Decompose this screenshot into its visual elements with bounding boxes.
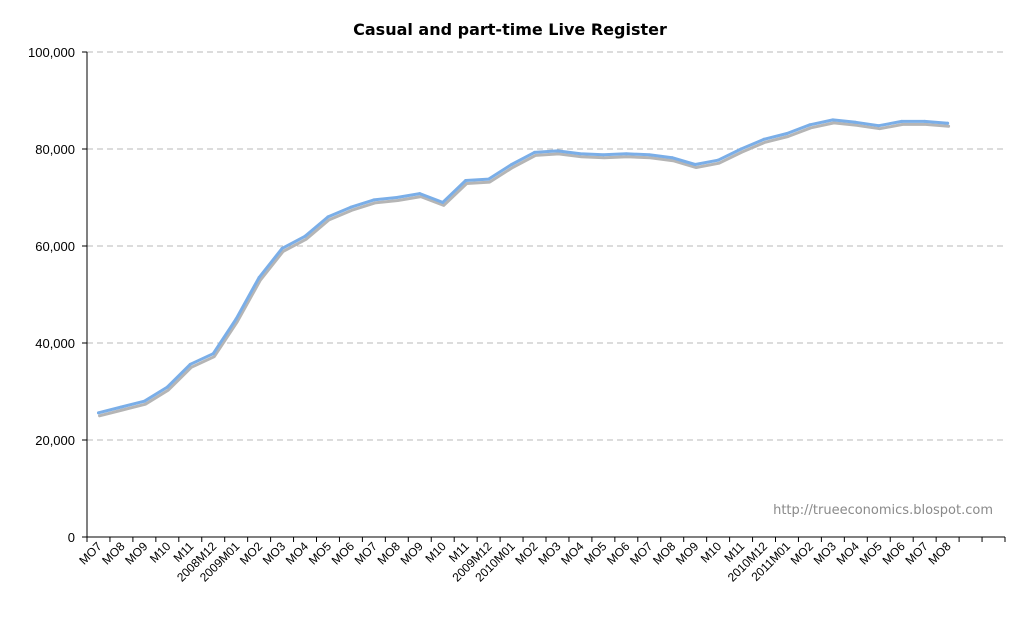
axes — [82, 51, 1006, 542]
watermark-text: http://trueeconomics.blospot.com — [773, 503, 993, 518]
x-tick-label: MO6 — [604, 539, 633, 568]
data-point — [211, 352, 215, 356]
x-tick-label: MO4 — [283, 539, 312, 568]
y-tick-label: 100,000 — [28, 45, 75, 60]
x-tick-label: MO3 — [260, 539, 289, 568]
data-point — [280, 246, 284, 250]
data-point — [762, 137, 766, 141]
data-point — [119, 405, 123, 409]
data-point — [716, 158, 720, 162]
x-tick-label: MO5 — [857, 539, 886, 568]
x-tick-label: MO7 — [352, 539, 381, 568]
x-tick-label: MO4 — [558, 539, 587, 568]
x-tick-label: MO9 — [398, 539, 427, 568]
x-tick-label: MO3 — [535, 539, 564, 568]
y-tick-label: 80,000 — [35, 142, 75, 157]
data-point — [188, 362, 192, 366]
data-point — [303, 234, 307, 238]
series-layer — [96, 118, 951, 418]
x-tick-label: MO3 — [811, 539, 840, 568]
x-tick-label: M10 — [422, 539, 449, 566]
data-point — [142, 399, 146, 403]
x-tick-label: M10 — [147, 539, 174, 566]
data-point — [900, 119, 904, 123]
x-tick-label: MO4 — [834, 539, 863, 568]
data-point — [165, 385, 169, 389]
data-point — [395, 196, 399, 199]
data-point — [877, 124, 881, 128]
data-point — [257, 276, 261, 280]
data-point — [349, 205, 353, 209]
x-tick-label: MO2 — [237, 539, 266, 568]
data-point — [785, 131, 789, 135]
data-point — [808, 123, 812, 127]
x-tick-label: M10 — [698, 539, 725, 566]
x-tick-label: MO8 — [925, 539, 954, 568]
data-point — [670, 156, 674, 160]
data-point — [647, 153, 651, 157]
x-tick-label: MO8 — [650, 539, 679, 568]
data-point — [464, 179, 468, 183]
x-tick-label: MO9 — [673, 539, 702, 568]
data-point — [555, 149, 559, 153]
data-point — [854, 120, 858, 124]
data-point — [946, 121, 950, 125]
chart-title: Casual and part-time Live Register — [353, 20, 667, 39]
data-point — [693, 163, 697, 167]
data-point — [624, 152, 628, 156]
x-tick-label: MO5 — [306, 539, 335, 568]
x-tick-label: MO9 — [122, 539, 151, 568]
series-line-shadow — [98, 121, 951, 418]
x-tick-label: MO5 — [581, 539, 610, 568]
data-point — [533, 150, 537, 154]
x-tick-labels: MO7MO8MO9M10M112008M122009M01MO2MO3MO4MO… — [76, 539, 954, 585]
data-point — [96, 411, 100, 415]
data-point — [578, 152, 582, 156]
y-tick-labels: 0 20,000 40,000 60,000 80,000 100,000 — [28, 45, 75, 545]
x-tick-label: MO6 — [880, 539, 909, 568]
y-tick-label: 20,000 — [35, 433, 75, 448]
x-tick-label: MO7 — [903, 539, 932, 568]
x-tick-label: MO8 — [375, 539, 404, 568]
x-tick-label: MO6 — [329, 539, 358, 568]
data-point — [923, 119, 927, 123]
x-tick-label: MO2 — [788, 539, 817, 568]
data-point — [510, 163, 514, 167]
gridlines — [87, 51, 1005, 441]
data-point — [831, 118, 835, 122]
data-point — [739, 147, 743, 151]
data-point — [601, 153, 605, 157]
data-point — [487, 177, 491, 181]
y-tick-label: 60,000 — [35, 239, 75, 254]
y-tick-label: 40,000 — [35, 336, 75, 351]
x-tick-label: MO8 — [99, 539, 128, 568]
data-point — [326, 215, 330, 219]
y-tick-label: 0 — [68, 530, 75, 545]
data-point — [234, 317, 238, 321]
data-point — [372, 198, 376, 202]
x-tick-label: MO7 — [627, 539, 656, 568]
series-line — [97, 118, 950, 415]
data-point — [418, 192, 422, 196]
x-tick-label: MO2 — [512, 539, 541, 568]
x-tick-label: MO7 — [76, 539, 105, 568]
data-point — [441, 200, 445, 204]
